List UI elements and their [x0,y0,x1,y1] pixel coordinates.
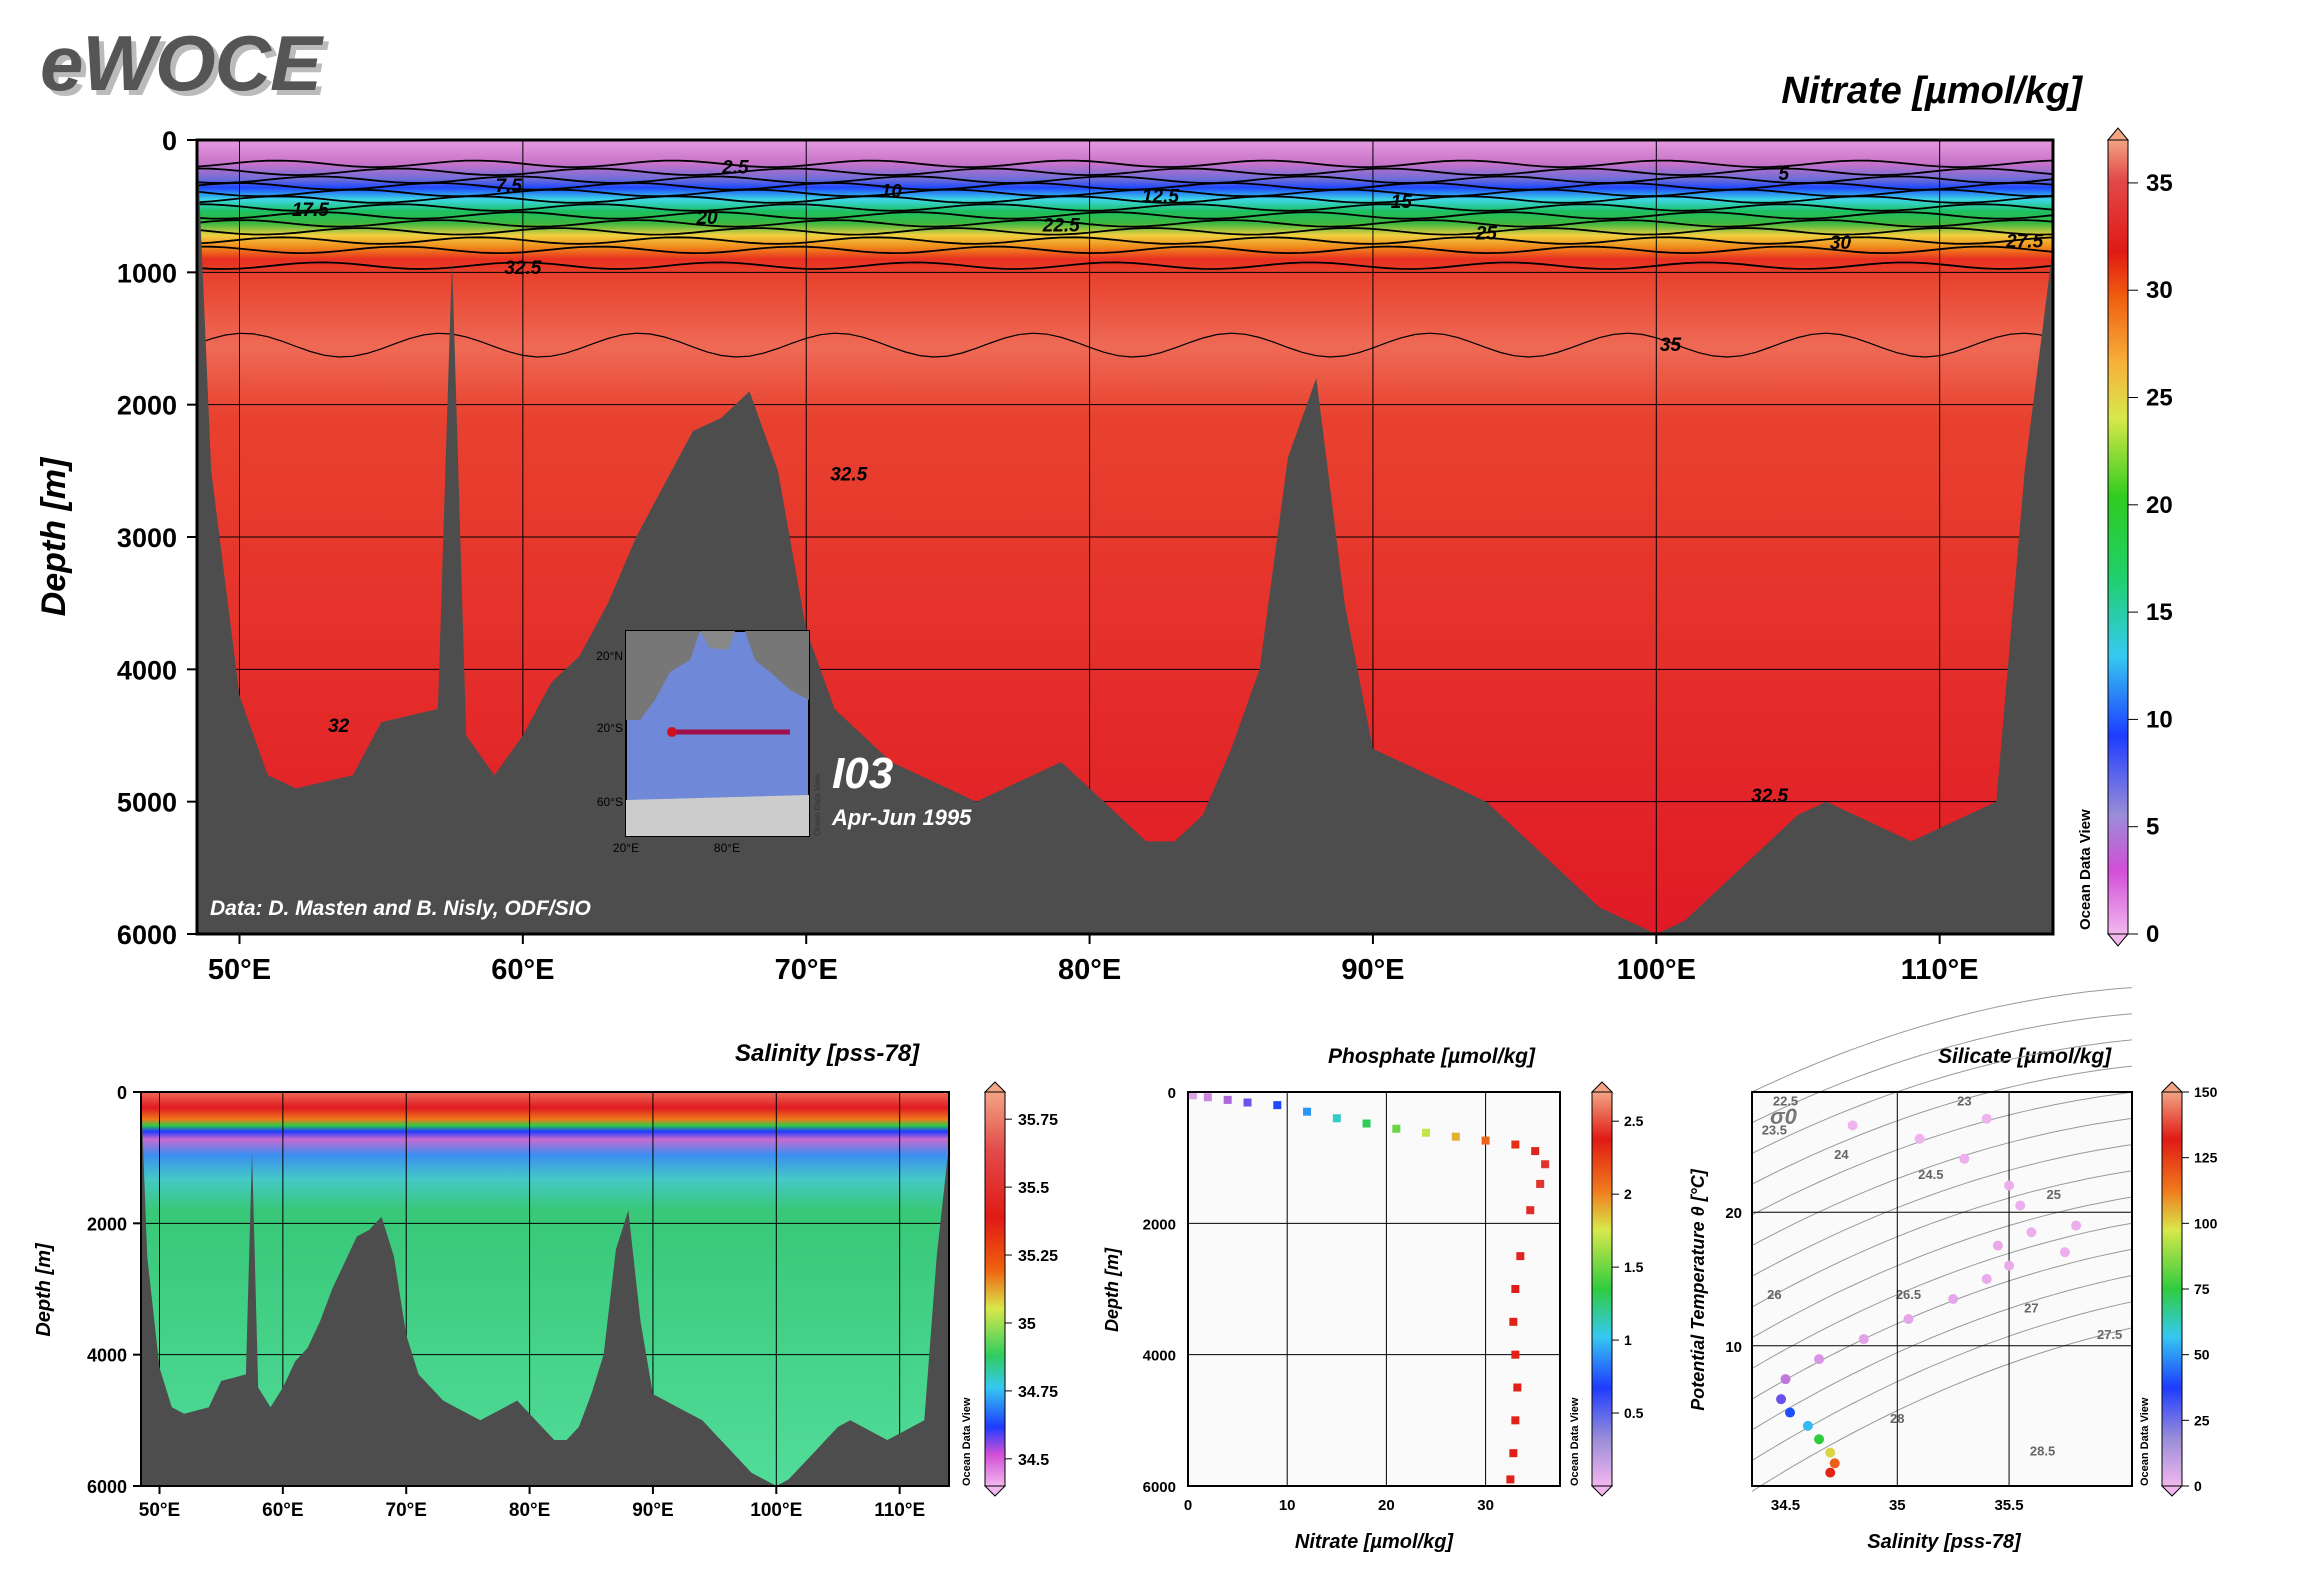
contour-line [196,227,2054,236]
contour-line [196,236,2054,245]
contour-label: 32.5 [1751,786,1788,807]
contour-label: 12.5 [1142,187,1179,208]
inset-lat-tick: 20°N [596,649,623,663]
contour-line [196,195,2054,204]
colorbar-tick-label: 20 [2146,492,2173,519]
contour-line [196,188,2054,198]
main-y-axis: 0 1000 2000 3000 4000 5000 6000 [117,126,197,950]
main-contours: 2.5 5 7.5 10 12.5 15 17.5 20 22.5 25 27.5 30 32.5 35 3… [196,157,2054,807]
y-tick-label: 6000 [117,920,177,950]
contour-line [196,203,2054,212]
contour-line [196,261,2054,270]
contour-line [196,245,2054,255]
contour-label: 32.5 [830,464,867,485]
main-colorbar: 35 30 25 20 15 10 5 0 Ocean Data View [2077,127,2173,948]
inset-lon-tick: 80°E [714,841,740,855]
salinity-title: Salinity [pss-78] [735,1040,920,1067]
contour-label: 10 [881,181,903,202]
x-tick-label: 60°E [491,954,554,986]
contour-label: 2.5 [721,157,749,178]
y-tick-label: 5000 [117,788,177,818]
cruise-date: Apr-Jun 1995 [831,805,972,830]
contour-label: 32 [328,716,350,737]
main-ylabel: Depth [m] [35,456,73,616]
contour-line [196,332,2054,358]
main-watermark: Ocean Data View [2077,809,2094,930]
inset-watermark: Ocean Data View [813,774,822,836]
contour-label: 17.5 [292,200,329,221]
cruise-name: I03 [832,749,893,798]
x-tick-label: 50°E [208,954,271,986]
colorbar-tick-label: 10 [2146,706,2173,733]
x-tick-label: 100°E [1617,954,1696,986]
x-tick-label: 90°E [1341,954,1404,986]
x-tick-label: 70°E [775,954,838,986]
contour-label: 22.5 [1042,216,1080,237]
colorbar-tick-label: 25 [2146,385,2173,412]
y-tick-label: 4000 [117,655,177,685]
data-credit: Data: D. Masten and B. Nisly, ODF/SIO [210,897,591,920]
inset-map: 20°N 20°S 60°S 20°E 80°E Ocean Data View [596,630,822,855]
contour-line [196,211,2054,220]
inset-lat-tick: 20°S [597,721,623,735]
contour-label: 25 [1475,224,1498,245]
colorbar-tick-label: 0 [2146,921,2159,948]
colorbar-tick-label: 35 [2146,170,2173,197]
contour-label: 20 [695,208,718,229]
colorbar-tick-label: 5 [2146,814,2159,841]
contour-line [196,167,2054,177]
main-section-title: Nitrate [µmol/kg] [1781,70,2082,112]
contour-label: 27.5 [2005,232,2043,253]
inset-lon-tick: 20°E [613,841,639,855]
x-tick-label: 110°E [1901,954,1979,986]
ewoce-logo: eWOCE [40,19,322,107]
contour-label: 7.5 [495,176,522,197]
silicate-title: Silicate [µmol/kg] [1938,1045,2112,1068]
contour-line [196,219,2054,228]
contour-label: 32.5 [504,258,541,279]
contour-label: 30 [1830,233,1852,254]
phosphate-title: Phosphate [µmol/kg] [1328,1045,1535,1068]
x-tick-label: 80°E [1058,954,1121,986]
contour-label: 15 [1391,192,1413,213]
main-x-axis: 50°E 60°E 70°E 80°E 90°E 100°E 110°E [208,934,1979,986]
y-tick-label: 2000 [117,391,177,421]
colorbar-tick-label: 30 [2146,277,2173,304]
y-tick-label: 0 [162,126,177,156]
inset-lat-tick: 60°S [597,795,623,809]
contour-label: 5 [1779,164,1790,185]
y-tick-label: 1000 [117,258,177,288]
colorbar-tick-label: 15 [2146,599,2173,626]
contour-line [196,175,2054,184]
contour-line [196,159,2054,169]
contour-label: 35 [1660,335,1682,356]
y-tick-label: 3000 [117,523,177,553]
